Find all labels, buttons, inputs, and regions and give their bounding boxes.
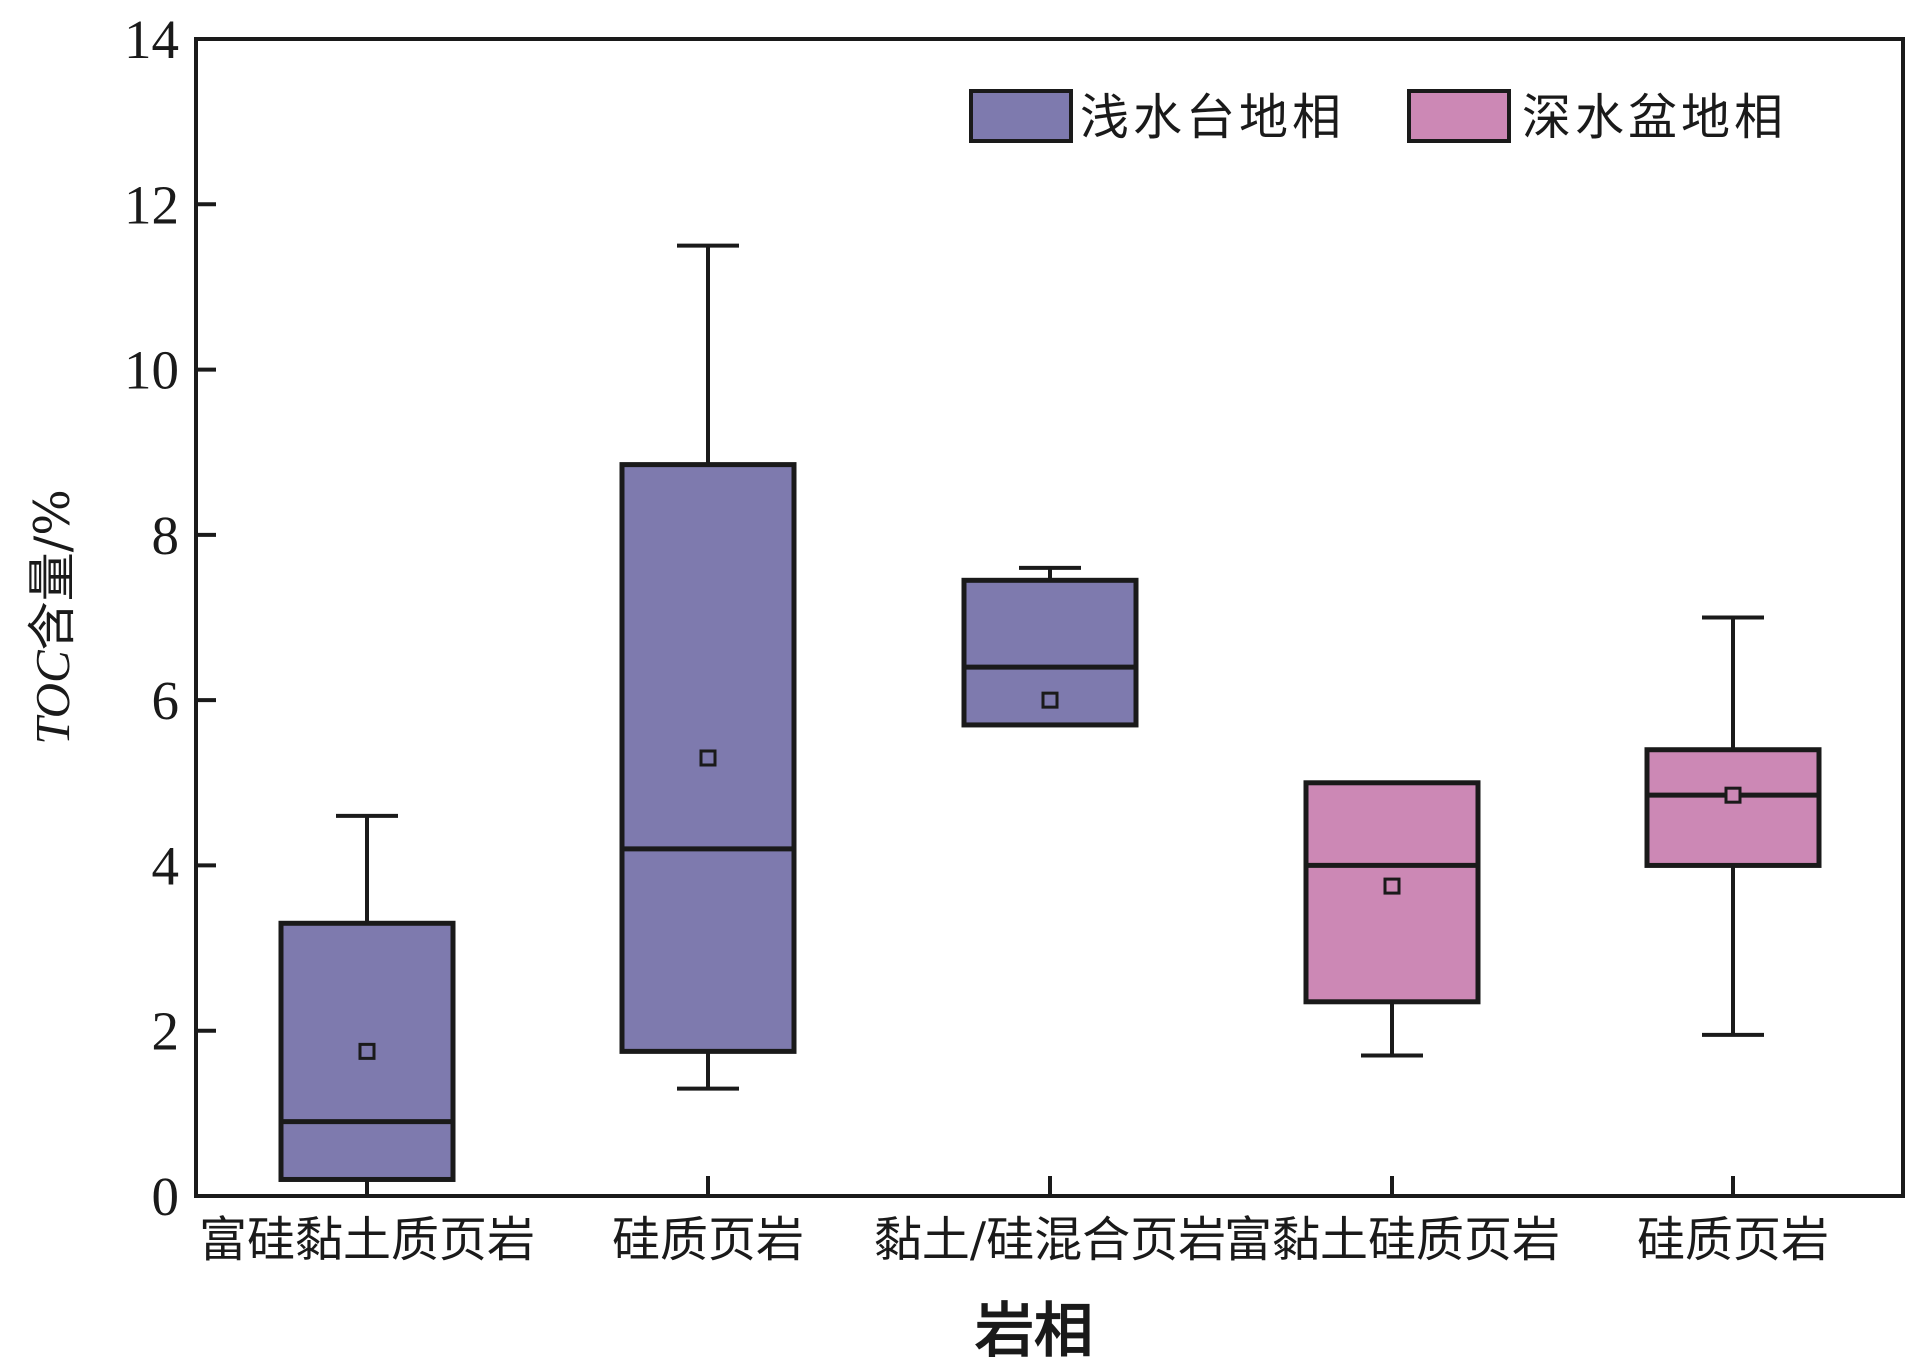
mean-marker (358, 1042, 376, 1060)
y-axis: 0 2 4 6 8 10 12 14 (124, 9, 216, 1227)
legend-swatch-deep (1407, 89, 1511, 143)
x-tick-label: 硅质页岩 (612, 1212, 804, 1268)
x-tick-label: 富黏土硅质页岩 (1224, 1212, 1560, 1268)
y-axis-title: TOC含量/% (24, 489, 81, 745)
y-tick-label: 10 (124, 340, 179, 401)
y-tick-label: 2 (152, 1001, 180, 1062)
mean-marker (1724, 786, 1742, 804)
y-axis-title-italic: TOC (25, 649, 80, 745)
box-4 (1303, 780, 1481, 1058)
x-axis-title: 岩相 (975, 1296, 1093, 1362)
y-tick-label: 14 (124, 9, 179, 70)
box-3 (961, 565, 1139, 728)
mean-marker (699, 749, 717, 767)
box-iqr (1644, 747, 1822, 868)
box-series (278, 243, 1822, 1182)
y-tick-label: 4 (152, 835, 180, 896)
y-tick-label: 12 (124, 174, 179, 235)
y-tick-label: 6 (152, 670, 180, 731)
y-axis-title-rest: 含量/% (24, 489, 81, 650)
x-tick-label: 富硅黏土质页岩 (199, 1212, 535, 1268)
mean-marker (1041, 691, 1059, 709)
box-1 (278, 813, 456, 1182)
x-tick-label: 硅质页岩 (1637, 1212, 1829, 1268)
mean-marker (1383, 877, 1401, 895)
legend: 浅水台地相 深水盆地相 (969, 89, 1787, 146)
x-tick-label: 黏土/硅混合页岩 (874, 1212, 1226, 1268)
legend-label-deep: 深水盆地相 (1522, 89, 1787, 146)
box-5 (1644, 615, 1822, 1037)
legend-label-shallow: 浅水台地相 (1080, 89, 1345, 146)
y-tick-label: 8 (152, 505, 180, 566)
box-2 (619, 243, 797, 1091)
legend-swatch-shallow (969, 89, 1073, 143)
y-tick-label: 0 (152, 1166, 180, 1227)
